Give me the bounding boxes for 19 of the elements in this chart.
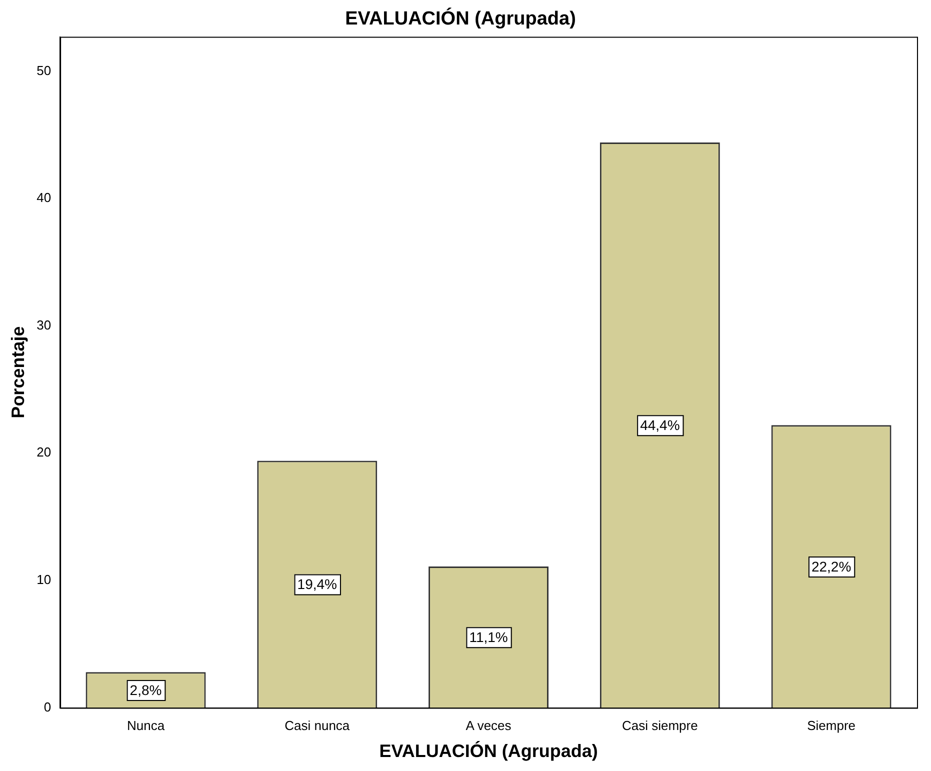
- y-tick-label: 50: [36, 62, 52, 78]
- y-tick-label: 30: [36, 317, 52, 332]
- y-tick-label: 40: [36, 190, 52, 206]
- y-axis-title: Porcentaje: [8, 326, 28, 418]
- x-tick-label: A veces: [466, 718, 512, 734]
- data-label: 22,2%: [811, 558, 852, 574]
- chart-title: EVALUACIÓN (Agrupada): [345, 8, 576, 30]
- x-axis-title: EVALUACIÓN (Agrupada): [379, 741, 598, 762]
- data-label: 11,1%: [469, 628, 508, 645]
- data-label: 2,8%: [130, 682, 162, 698]
- x-tick-label: Casi nunca: [284, 718, 350, 734]
- x-tick-label: Siempre: [807, 718, 856, 734]
- y-tick-label: 20: [36, 444, 52, 460]
- x-tick-label: Nunca: [126, 718, 166, 734]
- x-tick-label: Casi siempre: [622, 718, 698, 734]
- y-tick-label: 0: [44, 699, 52, 714]
- data-label: 19,4%: [297, 576, 337, 592]
- y-tick-label: 10: [36, 572, 52, 588]
- data-label: 44,4%: [640, 417, 680, 433]
